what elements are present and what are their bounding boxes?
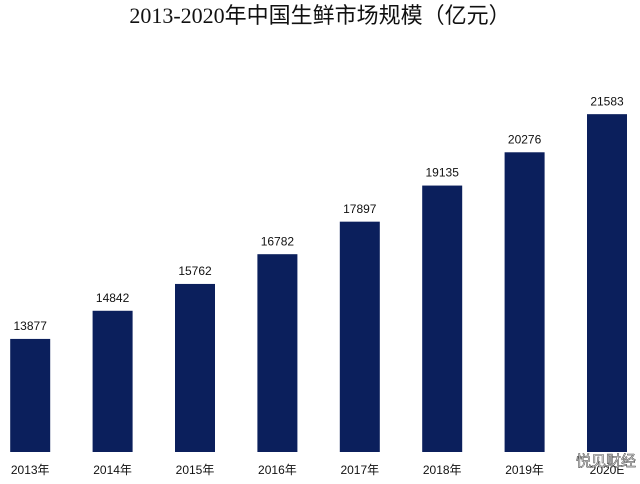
bar (257, 254, 298, 452)
x-tick-label: 2019年 (505, 463, 544, 477)
bar (504, 152, 545, 453)
bar (422, 185, 463, 452)
value-label: 21583 (590, 94, 624, 108)
value-label: 16782 (261, 234, 295, 248)
value-label: 17897 (343, 202, 377, 216)
value-label: 20276 (508, 132, 542, 146)
value-label: 15762 (178, 264, 212, 278)
value-label: 14842 (96, 291, 130, 305)
bar (587, 114, 627, 452)
x-tick-label: 2016年 (258, 463, 297, 477)
x-tick-label: 2020E (590, 463, 625, 477)
x-tick-label: 2014年 (93, 463, 132, 477)
x-tick-label: 2015年 (176, 463, 215, 477)
bar (92, 310, 133, 452)
x-tick-label: 2018年 (423, 463, 462, 477)
x-tick-label: 2013年 (11, 463, 50, 477)
bar (10, 338, 51, 452)
value-label: 19135 (426, 166, 460, 180)
chart-title: 2013-2020年中国生鲜市场规模（亿元） (129, 3, 510, 28)
bar (339, 221, 380, 452)
bar (175, 283, 215, 452)
x-tick-label: 2017年 (340, 463, 379, 477)
value-label: 13877 (14, 319, 48, 333)
watermark: 悦见财经 (576, 453, 636, 470)
